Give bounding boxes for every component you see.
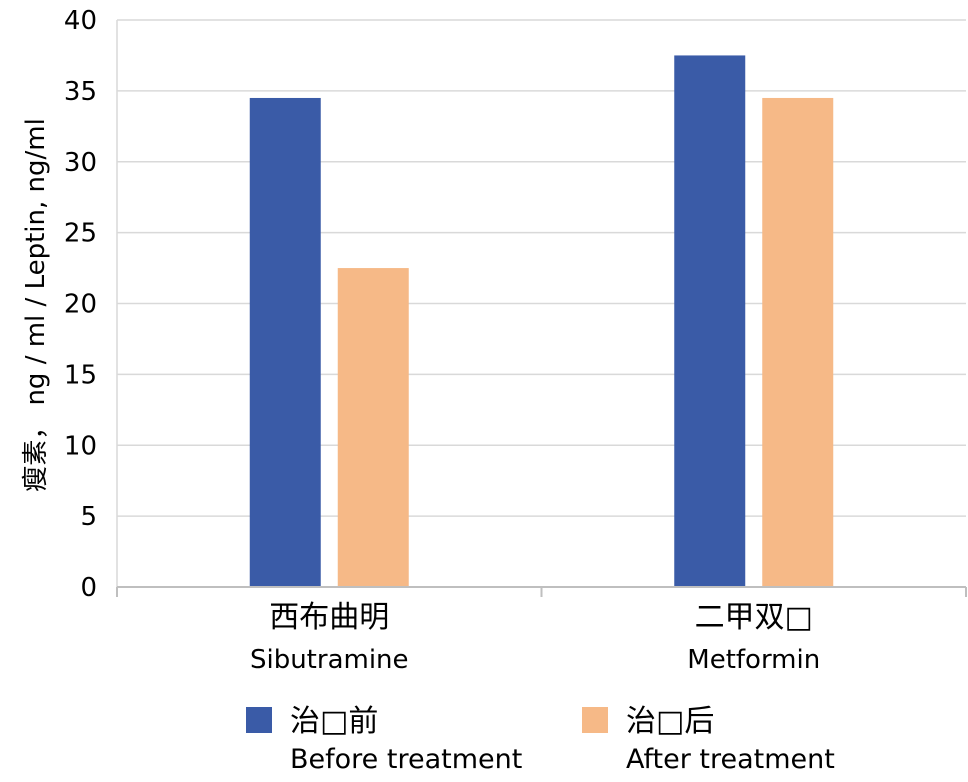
category-label-main: 二甲双□ [695, 600, 813, 635]
category-label-main: 西布曲明 [269, 600, 389, 635]
legend-label-main: 治□后 [626, 704, 714, 739]
bar-after-0 [337, 268, 409, 587]
legend-label-sub: Before treatment [290, 744, 522, 775]
bars [249, 55, 834, 588]
y-tick-label: 10 [64, 431, 97, 461]
legend-swatch-after [582, 707, 608, 733]
legend-swatch-before [246, 707, 272, 733]
bar-after-1 [762, 97, 834, 588]
y-axis-ticks: 0 5 10 15 20 25 30 35 40 [64, 6, 97, 603]
y-tick-label: 25 [64, 219, 97, 249]
legend-label-sub: After treatment [626, 744, 835, 775]
category-label-sub: Sibutramine [250, 645, 409, 675]
x-axis-category-labels: 西布曲明 Sibutramine 二甲双□ Metformin [250, 600, 820, 675]
category-label-sub: Metformin [687, 645, 820, 675]
legend-label-main: 治□前 [290, 704, 378, 739]
y-tick-label: 15 [64, 360, 97, 390]
y-tick-label: 5 [80, 502, 97, 532]
gridlines [116, 19, 966, 587]
y-tick-label: 20 [64, 290, 97, 320]
bar-before-1 [674, 55, 746, 587]
bar-before-0 [249, 97, 321, 588]
legend: 治□前 Before treatment 治□后 After treatment [246, 704, 835, 775]
y-tick-label: 40 [64, 6, 97, 36]
x-axis [116, 586, 967, 597]
y-tick-label: 30 [64, 148, 97, 178]
y-tick-label: 0 [80, 573, 97, 603]
y-tick-label: 35 [64, 77, 97, 107]
y-axis-label: 瘦素， ng / ml / Leptin, ng/ml [21, 118, 51, 492]
